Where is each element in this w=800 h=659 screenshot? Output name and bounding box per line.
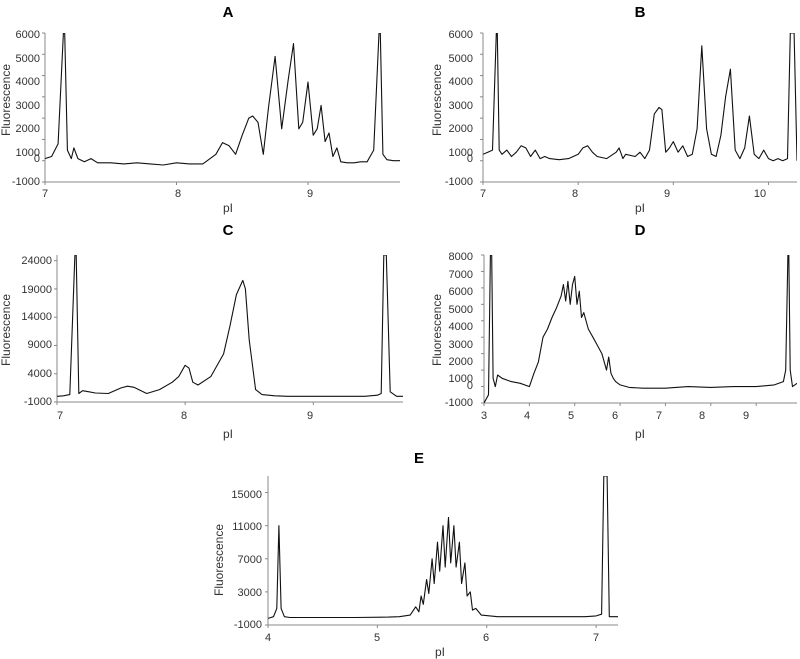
panel-e-xlabel: pI [435,645,445,659]
panel-b-ytick-3000: 3000 [449,100,473,112]
panel-b-ytick-0: 0 [467,153,473,165]
panel-b-xtick-10: 10 [754,188,766,200]
panel-e-xtick-4: 4 [265,632,271,644]
panel-e-ytick-3000: 3000 [238,587,262,599]
panel-b-ytick-minus-1000: -1000 [445,176,473,188]
panel-b-letter: B [635,4,646,21]
panel-e-ytick-7000: 7000 [238,554,262,566]
panel-e-xtick-7: 7 [593,632,599,644]
panel-d-xtick-6: 6 [612,410,618,422]
panel-e-xtick-6: 6 [483,632,489,644]
panel-c-ytick-14000: 14000 [21,311,52,323]
panel-b-ytick-4000: 4000 [449,76,473,88]
panel-d-ytick-7000: 7000 [449,269,473,281]
panel-e-ylabel: Fluorescence [212,524,226,596]
panel-b-xtick-7: 7 [480,188,486,200]
panel-a-ytick-2000: 2000 [16,123,40,135]
panel-b-xtick-8: 8 [572,188,578,200]
panel-d: D Fluorescence pI 8000 7000 6000 5000 40… [430,222,749,441]
panel-d-xtick-3: 3 [481,410,487,422]
panel-a-trace [45,33,400,166]
panel-e-xtick-5: 5 [374,632,380,644]
panel-e: E Fluorescence pI 15000 11000 7000 3000 … [212,450,599,659]
panel-d-xtick-7: 7 [656,410,662,422]
panel-e-ytick-11000: 11000 [232,521,262,533]
panel-c-xtick-9: 9 [307,410,313,422]
panel-c-trace [57,255,403,397]
panel-c-ylabel: Fluorescence [0,294,13,366]
panel-a-ytick-0: 0 [34,153,40,165]
panel-d-xlabel: pI [635,427,645,441]
panel-c-ytick-4000: 4000 [28,368,52,380]
panel-a-ytick-3000: 3000 [16,100,40,112]
panel-a-ytick-1000: 1000 [16,147,40,159]
panel-d-ytick-minus-1000: -1000 [445,397,473,409]
panel-d-xtick-8: 8 [699,410,705,422]
panel-a-ylabel: Fluorescence [0,64,13,136]
panel-a-xlabel: pI [223,201,233,215]
panel-d-ytick-0: 0 [467,380,473,392]
panel-b-ytick-5000: 5000 [449,53,473,65]
panel-c-xlabel: pI [223,427,233,441]
panel-d-ytick-4000: 4000 [449,321,473,333]
panel-c-ytick-24000: 24000 [21,255,52,267]
panel-a-letter: A [223,4,234,21]
panel-e-letter: E [414,450,424,467]
panel-a: A Fluorescence pI 6000 5000 4000 3000 20… [0,4,313,215]
panel-d-ytick-8000: 8000 [449,251,473,263]
panel-d-letter: D [635,222,646,239]
panel-b-xtick-9: 9 [664,188,670,200]
panel-a-xtick-7: 7 [42,188,48,200]
panel-a-xtick-8: 8 [175,188,181,200]
panel-c: C Fluorescence pI 24000 19000 14000 9000… [0,222,313,441]
panel-b: B Fluorescence pI 6000 5000 4000 3000 20… [430,4,766,215]
panel-b-xlabel: pI [635,201,645,215]
panel-c-ytick-19000: 19000 [21,284,52,296]
panel-d-xtick-5: 5 [568,410,574,422]
panel-d-xtick-4: 4 [524,410,530,422]
panel-d-ytick-2000: 2000 [449,356,473,368]
panel-a-xtick-9: 9 [307,188,313,200]
panel-c-letter: C [223,222,234,239]
panel-b-ytick-6000: 6000 [449,29,473,41]
panel-d-ytick-5000: 5000 [449,304,473,316]
plot-layer [42,32,797,628]
panel-a-ytick-4000: 4000 [16,76,40,88]
panel-c-xtick-8: 8 [181,410,187,422]
panel-d-xtick-9: 9 [743,410,749,422]
panel-d-ytick-1000: 1000 [449,373,473,385]
panel-b-ytick-1000: 1000 [449,147,473,159]
panel-b-ytick-2000: 2000 [449,123,473,135]
panel-b-trace [483,33,797,162]
panel-d-ylabel: Fluorescence [430,294,444,366]
panel-d-ytick-3000: 3000 [449,339,473,351]
panel-e-ytick-minus-1000: -1000 [234,619,262,631]
panel-d-trace [484,255,797,403]
panel-a-ytick-minus-1000: -1000 [12,176,40,188]
panel-d-ytick-6000: 6000 [449,286,473,298]
panel-a-ytick-5000: 5000 [16,53,40,65]
panel-c-ytick-minus-1000: -1000 [24,396,52,408]
panel-c-ytick-9000: 9000 [28,339,52,351]
panel-b-ylabel: Fluorescence [430,64,444,136]
panel-a-ytick-6000: 6000 [16,29,40,41]
panel-c-xtick-7: 7 [57,410,63,422]
panel-e-ytick-15000: 15000 [231,489,262,501]
panel-e-trace [268,476,618,619]
